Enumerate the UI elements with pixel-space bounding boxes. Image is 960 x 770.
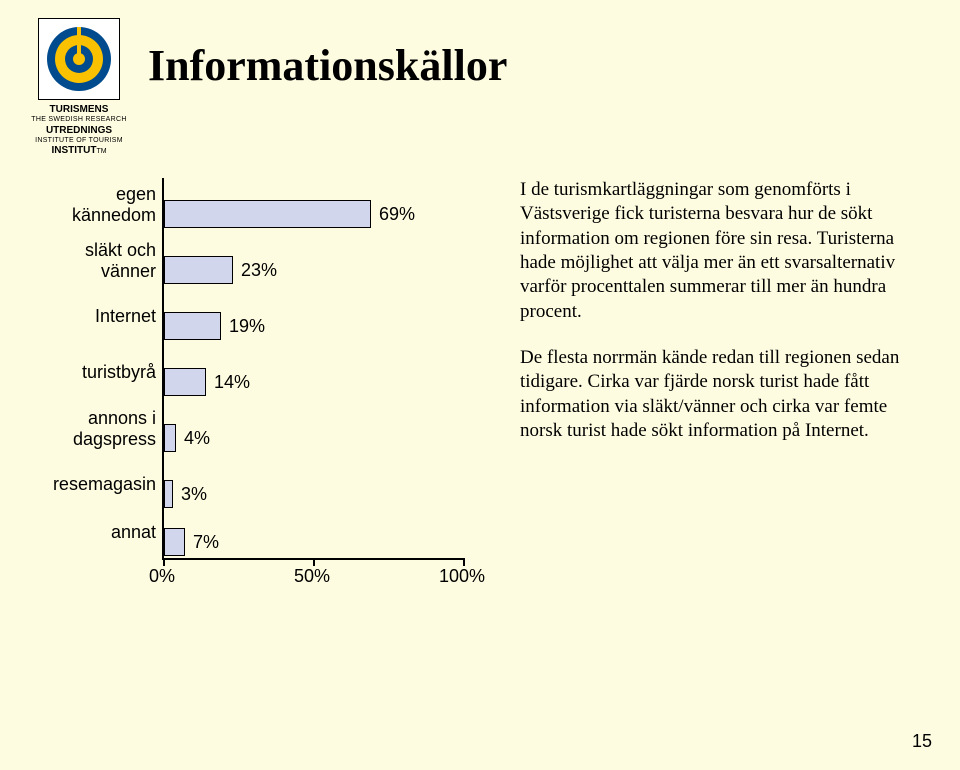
chart-y-labels: egenkännedom släkt ochvänner Internet turis… [28,178,156,558]
logo-line3: UTREDNINGS [46,125,112,136]
chart-category-label: turistbyrå [28,362,156,383]
chart-bar-value: 7% [193,532,219,553]
chart-bar [164,312,221,340]
chart-bar-value: 3% [181,484,207,505]
chart-category-label: annat [28,522,156,543]
chart-bar-value: 4% [184,428,210,449]
logo-line1: TURISMENS [50,104,109,115]
paragraph-2: De flesta norrmän kände redan till regio… [520,346,930,443]
chart-x-tick [313,558,315,566]
logo-line4: INSTITUTE OF TOURISM [24,137,134,145]
logo: TURISMENS THE SWEDISH RESEARCH UTREDNING… [24,18,134,156]
chart-bar-value: 23% [241,260,277,281]
logo-line2: THE SWEDISH RESEARCH [24,116,134,124]
chart-category-label: Internet [28,306,156,327]
chart-x-tick [463,558,465,566]
chart-bar [164,200,371,228]
chart-bar-value: 19% [229,316,265,337]
logo-icon [44,24,114,94]
chart-x-label: 0% [149,566,175,587]
chart-bar [164,480,173,508]
chart: egenkännedom släkt ochvänner Internet turis… [28,178,488,638]
chart-bar [164,368,206,396]
page-title: Informationskällor [148,40,507,91]
chart-bar [164,256,233,284]
logo-line5: INSTITUT [51,145,96,156]
chart-x-label: 50% [294,566,330,587]
logo-tm: TM [96,148,106,155]
page-number: 15 [912,731,932,752]
chart-bar [164,424,176,452]
chart-bar-value: 69% [379,204,415,225]
chart-category-label: egenkännedom [28,184,156,226]
logo-text: TURISMENS THE SWEDISH RESEARCH UTREDNING… [24,104,134,156]
chart-x-tick [163,558,165,566]
slide: TURISMENS THE SWEDISH RESEARCH UTREDNING… [0,0,960,770]
chart-bar-value: 14% [214,372,250,393]
paragraph-1: I de turismkartläggningar som genomförts… [520,178,930,324]
chart-category-label: annons idagspress [28,408,156,450]
chart-plot: 69% 23% 19% 14% 4% 3% 7% [162,178,464,560]
logo-mark [38,18,120,100]
chart-category-label: resemagasin [28,474,156,495]
body-text: I de turismkartläggningar som genomförts… [520,178,930,465]
chart-category-label: släkt ochvänner [28,240,156,282]
chart-x-label: 100% [439,566,485,587]
chart-bar [164,528,185,556]
